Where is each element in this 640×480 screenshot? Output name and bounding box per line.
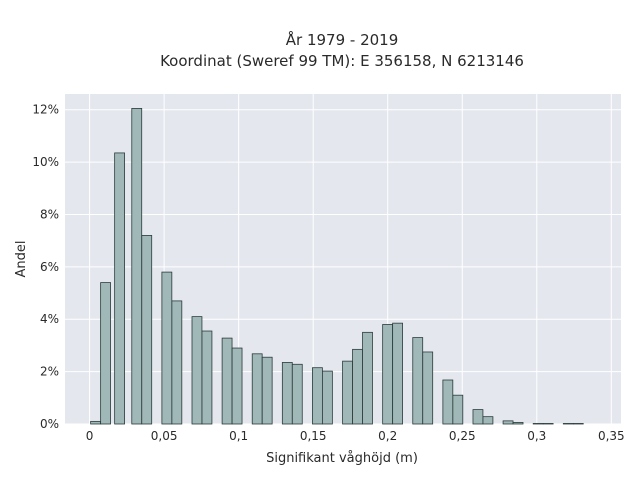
chart-title-line1: År 1979 - 2019 bbox=[286, 30, 399, 49]
histogram-bar-14 bbox=[291, 363, 303, 425]
histogram-bars bbox=[90, 108, 584, 425]
histogram-bar-18 bbox=[352, 348, 363, 425]
x-tick-label-2: 0,1 bbox=[229, 429, 248, 443]
histogram-bar-5 bbox=[161, 271, 173, 425]
x-tick-labels: 0 0,05 0,1 0,15 0,2 0,25 0,3 0,35 bbox=[86, 429, 625, 443]
chart-title-line2: Koordinat (Sweref 99 TM): E 356158, N 62… bbox=[160, 52, 524, 70]
histogram-bar-9 bbox=[221, 337, 233, 425]
y-tick-label-2: 4% bbox=[40, 312, 59, 326]
histogram-bar-28 bbox=[502, 420, 514, 425]
x-axis-label: Signifikant våghöjd (m) bbox=[266, 451, 418, 466]
histogram-bar-10 bbox=[231, 347, 243, 425]
histogram-bar-24 bbox=[442, 379, 454, 425]
x-tick-label-0: 0 bbox=[86, 429, 94, 443]
histogram-bar-31 bbox=[542, 423, 554, 425]
y-tick-label-5: 10% bbox=[32, 155, 59, 169]
y-tick-label-3: 6% bbox=[40, 260, 59, 274]
x-tick-label-1: 0,05 bbox=[151, 429, 178, 443]
x-tick-label-5: 0,25 bbox=[449, 429, 476, 443]
x-tick-label-3: 0,15 bbox=[300, 429, 327, 443]
histogram-bar-32 bbox=[562, 423, 574, 425]
histogram-bar-13 bbox=[281, 362, 293, 425]
histogram-bar-17 bbox=[342, 360, 353, 425]
y-axis-label: Andel bbox=[14, 241, 29, 278]
histogram-bar-11 bbox=[251, 353, 263, 425]
histogram-bar-22 bbox=[412, 337, 424, 425]
histogram-bar-29 bbox=[512, 422, 524, 425]
histogram-bar-6 bbox=[171, 300, 183, 425]
histogram-bar-27 bbox=[482, 416, 494, 425]
y-tick-label-0: 0% bbox=[40, 417, 59, 431]
histogram-bar-0 bbox=[90, 420, 101, 425]
histogram-bar-3 bbox=[131, 108, 143, 425]
y-tick-labels: 0% 2% 4% 6% 8% 10% 12% bbox=[32, 103, 59, 431]
histogram-bar-33 bbox=[572, 423, 584, 425]
x-tick-label-4: 0,2 bbox=[378, 429, 397, 443]
y-tick-label-1: 2% bbox=[40, 365, 59, 379]
y-tick-label-6: 12% bbox=[32, 103, 59, 117]
x-tick-label-6: 0,3 bbox=[527, 429, 546, 443]
y-tick-label-4: 8% bbox=[40, 207, 59, 221]
x-tick-label-7: 0,35 bbox=[598, 429, 625, 443]
histogram-bar-12 bbox=[261, 356, 273, 425]
histogram-bar-15 bbox=[312, 367, 323, 425]
histogram-bar-8 bbox=[201, 330, 213, 425]
histogram-bar-1 bbox=[100, 282, 111, 425]
histogram-bar-16 bbox=[322, 370, 333, 425]
histogram-bar-7 bbox=[191, 316, 203, 425]
histogram-bar-19 bbox=[362, 331, 373, 425]
histogram-bar-25 bbox=[452, 394, 464, 425]
histogram-bar-2 bbox=[114, 152, 125, 425]
histogram-bar-26 bbox=[472, 409, 484, 425]
histogram-bar-30 bbox=[532, 423, 544, 425]
histogram-bar-23 bbox=[422, 351, 434, 425]
histogram-bar-20 bbox=[382, 324, 393, 425]
histogram-bar-4 bbox=[141, 235, 153, 425]
histogram-bar-21 bbox=[392, 322, 403, 425]
